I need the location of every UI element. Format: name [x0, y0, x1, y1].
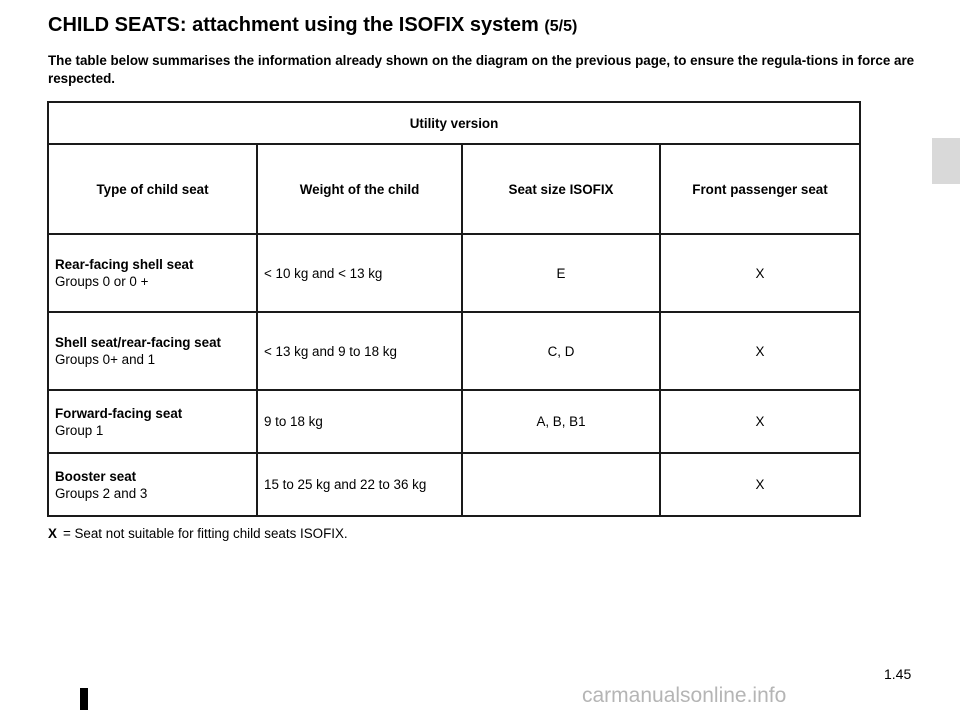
seat-type-name: Forward-facing seat	[55, 405, 183, 421]
weight-cell: 15 to 25 kg and 22 to 36 kg	[256, 452, 463, 517]
front-seat-cell: X	[659, 311, 861, 391]
page-title: CHILD SEATS: attachment using the ISOFIX…	[48, 14, 577, 37]
table-row: Booster seat Groups 2 and 3 15 to 25 kg …	[47, 452, 861, 517]
seat-groups: Groups 0+ and 1	[55, 352, 156, 367]
column-header-weight: Weight of the child	[256, 143, 463, 235]
footnote: X = Seat not suitable for fitting child s…	[48, 526, 348, 541]
weight-cell: 9 to 18 kg	[256, 389, 463, 454]
table-band-row: Utility version	[47, 101, 861, 145]
front-seat-cell: X	[659, 233, 861, 313]
footnote-symbol: X	[48, 526, 57, 541]
seat-type-name: Rear-facing shell seat	[55, 257, 194, 272]
table-header-row: Type of child seat Weight of the child S…	[47, 143, 861, 235]
front-seat-cell: X	[659, 452, 861, 517]
seat-type-cell: Booster seat Groups 2 and 3	[47, 452, 258, 517]
title-page-indicator: (5/5)	[544, 18, 578, 35]
column-header-front-seat: Front passenger seat	[659, 143, 861, 235]
weight-cell: < 13 kg and 9 to 18 kg	[256, 311, 463, 391]
seat-type-name: Shell seat/rear-facing seat	[55, 335, 221, 350]
page-edge-marker	[80, 688, 88, 710]
column-header-size: Seat size ISOFIX	[461, 143, 661, 235]
column-header-type: Type of child seat	[47, 143, 258, 235]
intro-paragraph: The table below summarises the informati…	[48, 53, 915, 86]
isofix-table: Utility version Type of child seat Weigh…	[47, 101, 861, 517]
seat-size-cell	[461, 452, 661, 517]
utility-version-header: Utility version	[47, 101, 861, 145]
title-text: CHILD SEATS: attachment using the ISOFIX…	[48, 14, 539, 36]
front-seat-cell: X	[659, 389, 861, 454]
table-row: Shell seat/rear-facing seat Groups 0+ an…	[47, 311, 861, 391]
page-number: 1.45	[884, 666, 912, 682]
weight-cell: < 10 kg and < 13 kg	[256, 233, 463, 313]
watermark: carmanualsonline.info	[582, 684, 787, 707]
table-row: Rear-facing shell seat Groups 0 or 0 + <…	[47, 233, 861, 313]
seat-type-cell: Rear-facing shell seat Groups 0 or 0 +	[47, 233, 258, 313]
seat-size-cell: E	[461, 233, 661, 313]
section-tab	[932, 138, 960, 184]
seat-type-name: Booster seat	[55, 468, 137, 484]
seat-size-cell: A, B, B1	[461, 389, 661, 454]
seat-groups: Group 1	[55, 422, 104, 438]
seat-type-cell: Shell seat/rear-facing seat Groups 0+ an…	[47, 311, 258, 391]
seat-type-cell: Forward-facing seat Group 1	[47, 389, 258, 454]
seat-size-cell: C, D	[461, 311, 661, 391]
table-row: Forward-facing seat Group 1 9 to 18 kg A…	[47, 389, 861, 454]
seat-groups: Groups 2 and 3	[55, 485, 148, 501]
seat-groups: Groups 0 or 0 +	[55, 274, 149, 289]
footnote-text: = Seat not suitable for fitting child se…	[62, 526, 348, 541]
